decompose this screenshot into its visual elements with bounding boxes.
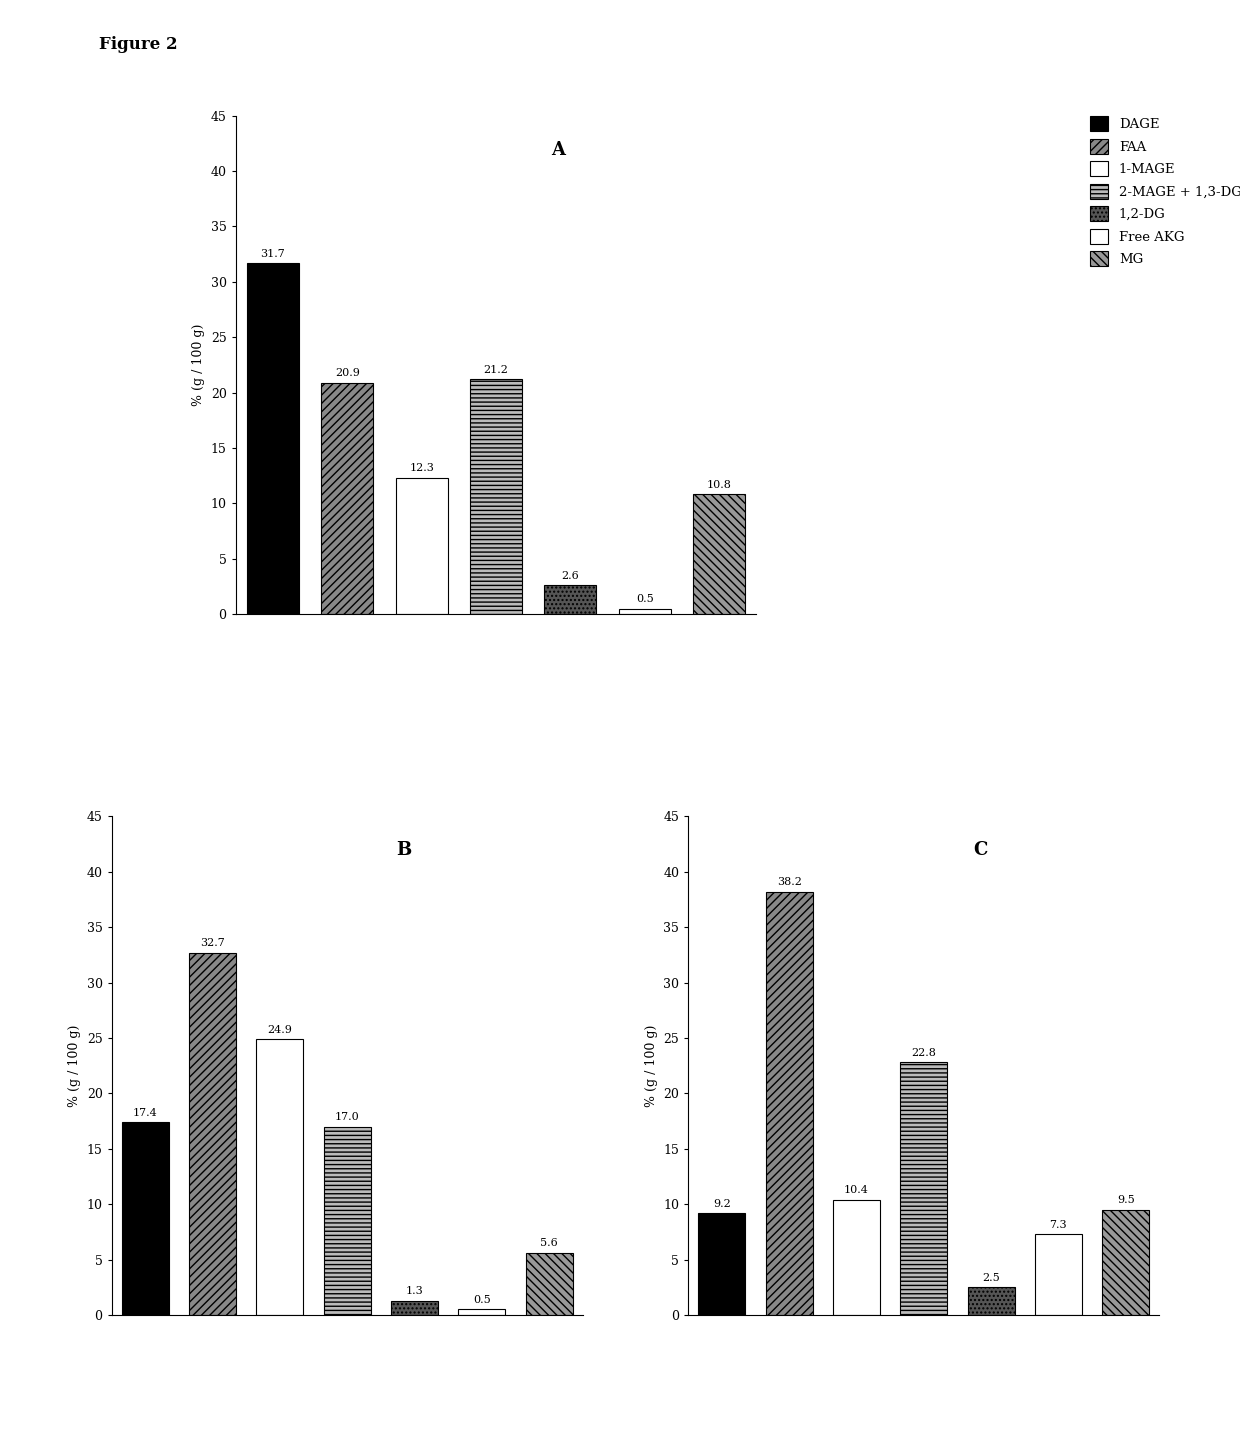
Legend: DAGE, FAA, 1-MAGE, 2-MAGE + 1,3-DG, 1,2-DG, Free AKG, MG: DAGE, FAA, 1-MAGE, 2-MAGE + 1,3-DG, 1,2-… — [1086, 113, 1240, 270]
Bar — [619, 608, 671, 614]
Text: 31.7: 31.7 — [260, 249, 285, 259]
Text: 38.2: 38.2 — [776, 877, 801, 887]
Bar — [257, 1039, 304, 1315]
Text: B: B — [396, 841, 412, 860]
Bar — [459, 1309, 506, 1315]
Bar — [698, 1212, 745, 1315]
Bar — [1102, 1209, 1149, 1315]
Bar — [967, 1287, 1014, 1315]
Bar — [247, 263, 299, 614]
Bar — [470, 379, 522, 614]
Bar — [122, 1123, 169, 1315]
Text: 24.9: 24.9 — [268, 1025, 293, 1035]
Text: 9.2: 9.2 — [713, 1198, 730, 1208]
Text: 2.5: 2.5 — [982, 1273, 999, 1283]
Bar — [900, 1062, 947, 1315]
Bar — [765, 892, 812, 1315]
Bar — [321, 383, 373, 614]
Text: 5.6: 5.6 — [541, 1238, 558, 1248]
Y-axis label: % (g / 100 g): % (g / 100 g) — [68, 1025, 81, 1107]
Text: 17.4: 17.4 — [133, 1108, 157, 1118]
Text: 21.2: 21.2 — [484, 364, 508, 374]
Text: 17.0: 17.0 — [335, 1113, 360, 1123]
Text: 1.3: 1.3 — [405, 1286, 423, 1296]
Text: 0.5: 0.5 — [472, 1295, 491, 1305]
Y-axis label: % (g / 100 g): % (g / 100 g) — [645, 1025, 657, 1107]
Y-axis label: % (g / 100 g): % (g / 100 g) — [192, 324, 205, 406]
Bar — [526, 1253, 573, 1315]
Bar — [324, 1127, 371, 1315]
Text: A: A — [552, 140, 565, 159]
Text: 0.5: 0.5 — [636, 594, 653, 604]
Bar — [1035, 1234, 1083, 1315]
Bar — [391, 1300, 438, 1315]
Bar — [833, 1199, 880, 1315]
Text: 10.8: 10.8 — [707, 480, 732, 490]
Bar — [188, 952, 236, 1315]
Text: 10.4: 10.4 — [844, 1185, 869, 1195]
Text: C: C — [973, 841, 987, 860]
Text: 7.3: 7.3 — [1049, 1220, 1068, 1230]
Text: 12.3: 12.3 — [409, 464, 434, 474]
Text: 22.8: 22.8 — [911, 1048, 936, 1058]
Bar — [544, 585, 596, 614]
Text: 20.9: 20.9 — [335, 368, 360, 379]
Text: 2.6: 2.6 — [562, 571, 579, 581]
Text: Figure 2: Figure 2 — [99, 36, 177, 53]
Text: 32.7: 32.7 — [200, 938, 224, 948]
Bar — [693, 494, 745, 614]
Text: 9.5: 9.5 — [1117, 1195, 1135, 1205]
Bar — [396, 478, 448, 614]
